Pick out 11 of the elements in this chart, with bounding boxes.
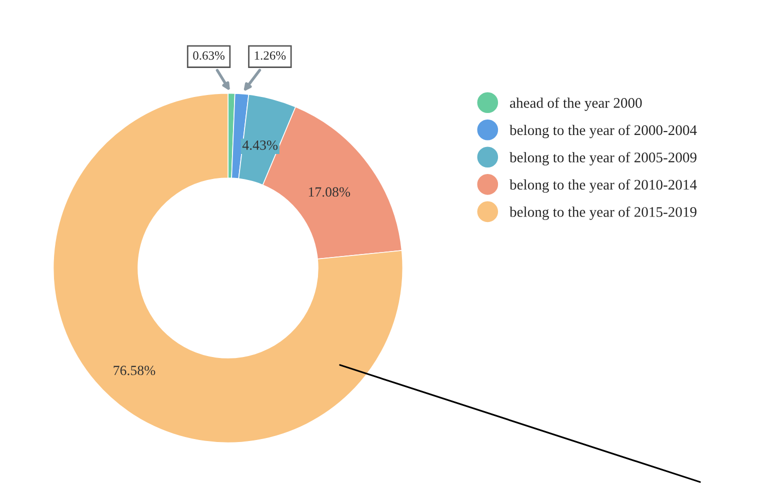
data-label: 4.43%	[242, 140, 278, 150]
legend-label: belong to the year of 2005-2009	[510, 152, 696, 166]
legend-label: belong to the year of 2010-2014	[510, 179, 697, 193]
legend-label: belong to the year of 2015-2019	[510, 206, 696, 220]
data-label: 0.63%	[193, 51, 224, 60]
legend-label: belong to the year of 2000-2004	[510, 124, 697, 138]
data-label: 1.26%	[254, 51, 286, 60]
data-label: 76.58%	[114, 366, 156, 376]
donut-slice	[52, 92, 404, 444]
data-label: 17.08%	[308, 187, 350, 197]
legend-label: ahead of the year 2000	[510, 97, 642, 111]
